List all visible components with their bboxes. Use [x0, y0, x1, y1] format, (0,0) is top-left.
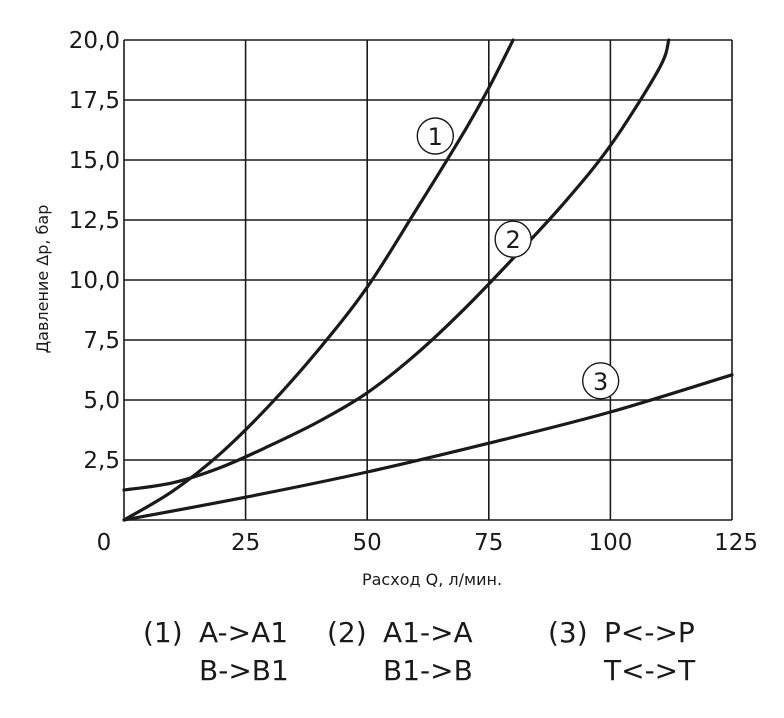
legend-line: T<->T	[604, 654, 696, 687]
legend-line: B->B1	[199, 654, 289, 687]
y-tick-label: 15,0	[69, 148, 120, 174]
curve-labels: 1 2 3	[416, 117, 620, 400]
curve-label-text: 3	[593, 368, 608, 396]
pressure-flow-chart: 0 25 50 75 100 125 2,55,07,510,012,515,017,52…	[33, 28, 758, 589]
curve-label-circle	[416, 117, 454, 155]
x-tick-label: 125	[714, 530, 758, 556]
x-tick-labels: 0 25 50 75 100 125	[97, 530, 758, 556]
x-axis-title: Расход Q, л/мин.	[362, 570, 502, 589]
x-tick-label: 75	[474, 530, 503, 556]
y-tick-labels: 2,5 5,0 7,5 10,0 12,5 15,0 17,5 20,0	[69, 28, 120, 474]
chart-grid	[123, 39, 733, 521]
curve-label-circle	[581, 362, 620, 400]
y-tick-label: 2,5	[83, 448, 120, 474]
legend-line: A->A1	[199, 616, 289, 649]
x-tick-label: 0	[97, 530, 112, 556]
series-line-2	[122, 38, 671, 492]
curve-label-text: 1	[428, 123, 443, 151]
y-tick-label: 12,5	[69, 208, 120, 234]
chart-curves	[122, 38, 734, 522]
y-tick-label: 17,5	[69, 88, 120, 114]
legend-number: (1)	[143, 616, 183, 649]
y-tick-label: 20,0	[69, 28, 120, 54]
legend-line: P<->P	[604, 616, 695, 649]
curve-label-circle	[494, 220, 532, 258]
x-tick-label: 50	[353, 530, 382, 556]
x-tick-label: 100	[588, 530, 632, 556]
legend-line: B1->B	[383, 654, 473, 687]
legend-line: A1->A	[383, 616, 473, 649]
y-tick-label: 5,0	[83, 388, 120, 414]
x-tick-label: 25	[231, 530, 260, 556]
y-axis-title: Давление Δp, бар	[33, 205, 52, 354]
curve-label-text: 2	[505, 226, 520, 254]
series-line-3	[122, 373, 734, 522]
y-tick-label: 10,0	[69, 268, 120, 294]
y-tick-label: 7,5	[83, 328, 120, 354]
legend-number: (3)	[548, 616, 588, 649]
legend-number: (2)	[327, 616, 367, 649]
series-line-1	[122, 38, 515, 522]
